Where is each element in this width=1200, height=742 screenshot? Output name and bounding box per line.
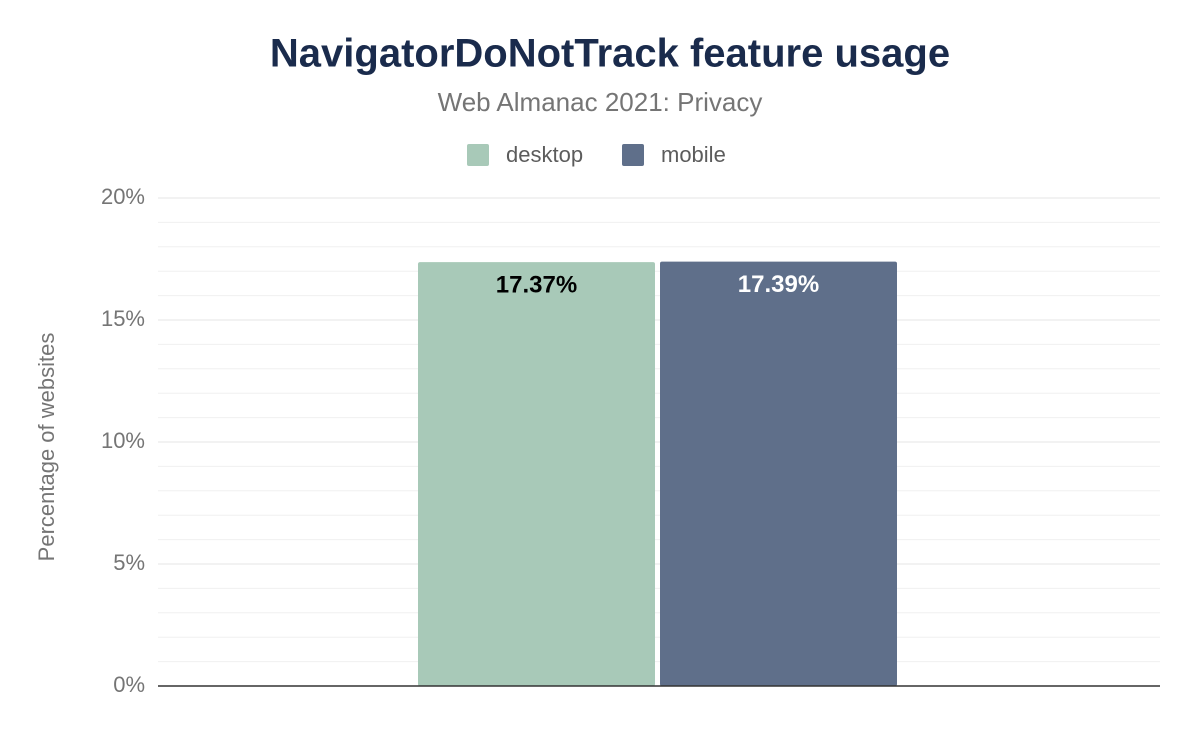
legend-swatch [467, 144, 489, 166]
legend-swatch [622, 144, 644, 166]
y-tick-label: 15% [101, 306, 145, 331]
bar [660, 261, 897, 686]
chart-title: NavigatorDoNotTrack feature usage [270, 32, 950, 76]
y-tick-label: 5% [113, 550, 145, 575]
bar [418, 262, 655, 686]
legend-label: desktop [506, 142, 583, 167]
y-tick-label: 10% [101, 428, 145, 453]
legend-label: mobile [661, 142, 726, 167]
y-axis-label: Percentage of websites [34, 333, 59, 562]
chart-subtitle: Web Almanac 2021: Privacy [438, 87, 763, 117]
y-tick-label: 0% [113, 672, 145, 697]
y-tick-label: 20% [101, 184, 145, 209]
value-label: 17.39% [738, 271, 819, 298]
value-label: 17.37% [496, 272, 577, 299]
